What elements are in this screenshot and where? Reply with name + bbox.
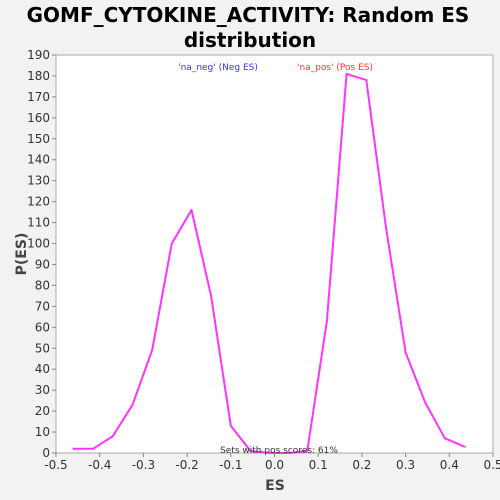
y-tick-label: 140 bbox=[27, 153, 50, 167]
y-tick-label: 150 bbox=[27, 132, 50, 146]
y-tick-label: 60 bbox=[35, 320, 50, 334]
data-point bbox=[345, 72, 348, 75]
data-point bbox=[92, 447, 95, 450]
plot-area bbox=[55, 54, 494, 454]
y-tick-label: 20 bbox=[35, 404, 50, 418]
data-point bbox=[190, 209, 193, 212]
data-point bbox=[306, 449, 309, 452]
y-axis-label: P(ES) bbox=[14, 233, 30, 276]
x-tick-label: -0.4 bbox=[88, 458, 111, 472]
pos-scores-annotation: Sets with pos scores: 61% bbox=[220, 446, 338, 456]
y-tick-label: 190 bbox=[27, 48, 50, 62]
y-tick-label: 120 bbox=[27, 195, 50, 209]
data-point bbox=[404, 351, 407, 354]
legend-pos-label: 'na_pos' (Pos ES) bbox=[297, 63, 373, 73]
data-point bbox=[111, 435, 114, 438]
data-point bbox=[269, 452, 272, 454]
x-tick-label: 0.0 bbox=[265, 458, 284, 472]
data-point bbox=[365, 79, 368, 82]
data-point bbox=[424, 401, 427, 404]
data-point bbox=[325, 320, 328, 323]
x-tick-label: 0.3 bbox=[396, 458, 415, 472]
data-point bbox=[72, 447, 75, 450]
x-tick-label: 0.5 bbox=[483, 458, 500, 472]
y-tick-label: 100 bbox=[27, 237, 50, 251]
y-tick-label: 90 bbox=[35, 257, 50, 271]
data-point bbox=[229, 424, 232, 427]
legend-neg-label: 'na_neg' (Neg ES) bbox=[178, 63, 258, 73]
x-tick-label: -0.2 bbox=[175, 458, 198, 472]
chart-title-line-2: distribution bbox=[184, 28, 316, 52]
data-point bbox=[443, 437, 446, 440]
y-tick-label: 0 bbox=[42, 446, 50, 460]
y-tick-label: 110 bbox=[27, 216, 50, 230]
y-tick-label: 130 bbox=[27, 174, 50, 188]
y-tick-label: 180 bbox=[27, 69, 50, 83]
data-point bbox=[384, 225, 387, 228]
y-tick-label: 40 bbox=[35, 362, 50, 376]
data-point bbox=[131, 403, 134, 406]
data-point bbox=[288, 452, 291, 454]
y-tick-label: 70 bbox=[35, 299, 50, 313]
x-tick-label: -0.3 bbox=[132, 458, 155, 472]
data-point bbox=[170, 242, 173, 245]
data-point bbox=[151, 349, 154, 352]
x-tick-label: -0.1 bbox=[219, 458, 242, 472]
chart-title-line-1: GOMF_CYTOKINE_ACTIVITY: Random ES bbox=[27, 3, 470, 27]
y-tick-label: 10 bbox=[35, 425, 50, 439]
data-point bbox=[249, 449, 252, 452]
axis-ticks: 0 10 20 30 40 50 60 70 80 90 100 110 120 130 140 150 160… bbox=[27, 48, 500, 472]
y-tick-label: 80 bbox=[35, 278, 50, 292]
y-tick-label: 170 bbox=[27, 90, 50, 104]
data-point bbox=[210, 294, 213, 297]
x-tick-label: 0.2 bbox=[352, 458, 371, 472]
x-tick-label: 0.4 bbox=[440, 458, 459, 472]
y-tick-label: 30 bbox=[35, 383, 50, 397]
x-axis-label: ES bbox=[265, 478, 285, 494]
y-tick-label: 160 bbox=[27, 111, 50, 125]
x-tick-label: 0.1 bbox=[309, 458, 328, 472]
x-tick-label: -0.5 bbox=[44, 458, 67, 472]
y-tick-label: 50 bbox=[35, 341, 50, 355]
data-point bbox=[463, 445, 466, 448]
series-layer bbox=[72, 72, 466, 454]
